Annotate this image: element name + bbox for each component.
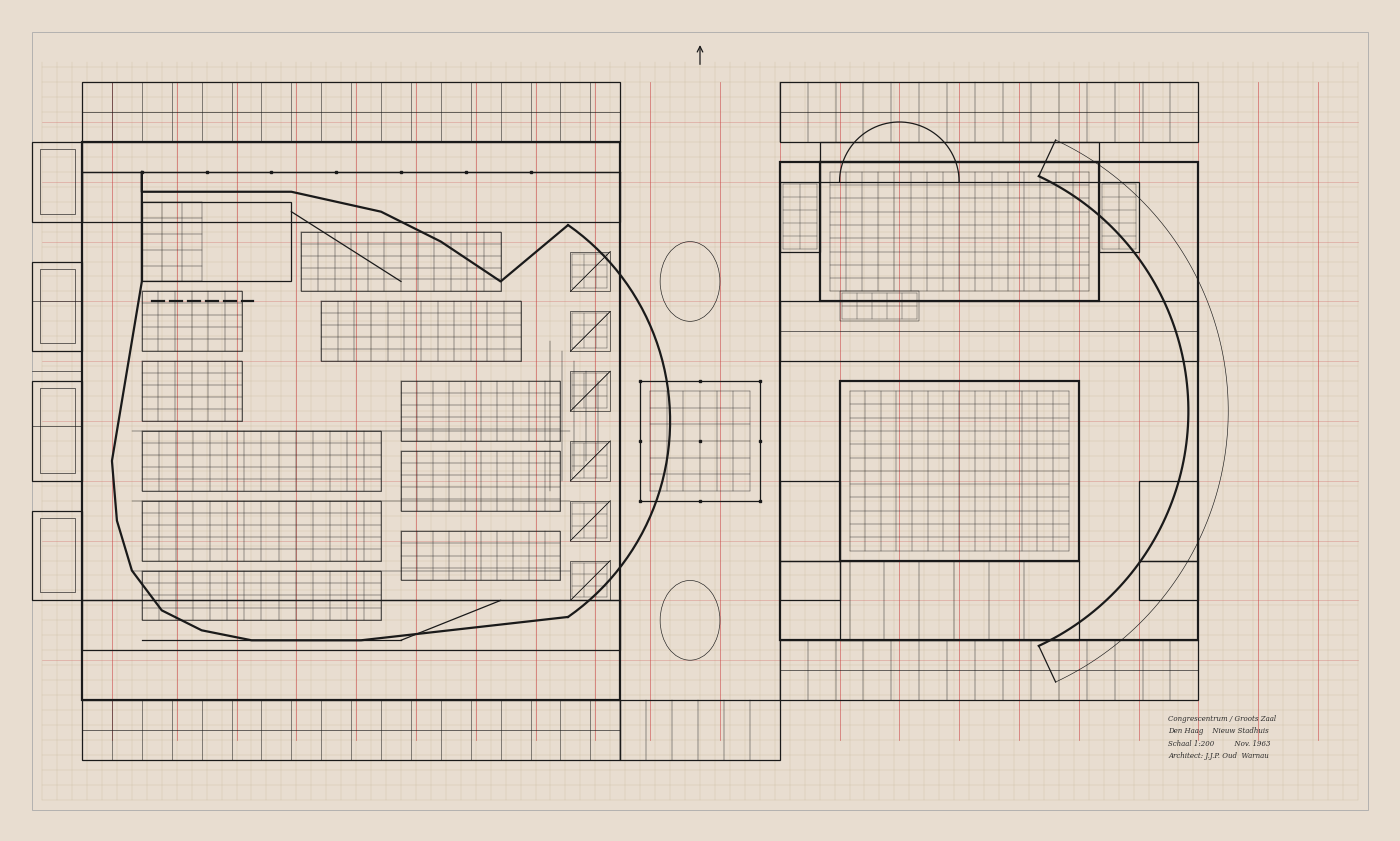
Bar xyxy=(141,292,242,352)
Bar xyxy=(570,441,610,481)
Bar xyxy=(570,371,610,411)
Bar xyxy=(83,142,620,700)
Bar xyxy=(83,82,620,142)
Bar xyxy=(83,700,620,760)
Bar xyxy=(570,500,610,541)
Bar xyxy=(1138,481,1198,561)
Bar xyxy=(840,561,1079,640)
Bar xyxy=(780,640,1198,700)
Bar xyxy=(141,202,291,282)
Bar xyxy=(41,518,76,592)
Bar xyxy=(620,700,780,760)
Text: Congrescentrum / Groots Zaal
Den Haag    Nieuw Stadhuis
Schaal 1:200         Nov: Congrescentrum / Groots Zaal Den Haag Ni… xyxy=(1169,716,1277,760)
Bar xyxy=(321,301,521,361)
Bar xyxy=(640,381,760,500)
Bar xyxy=(41,149,76,214)
Bar xyxy=(400,381,560,441)
Bar xyxy=(301,231,501,292)
Bar xyxy=(780,301,1198,361)
Bar xyxy=(780,82,1198,142)
Bar xyxy=(83,172,620,222)
Bar xyxy=(400,451,560,510)
Bar xyxy=(780,481,840,561)
Bar xyxy=(32,510,83,600)
Bar xyxy=(141,500,381,561)
Bar xyxy=(570,311,610,352)
Bar xyxy=(780,561,840,600)
Bar xyxy=(819,161,1099,301)
Bar xyxy=(141,361,242,421)
Bar xyxy=(41,388,76,473)
Bar xyxy=(141,570,381,621)
Bar xyxy=(840,381,1079,561)
Bar xyxy=(1138,561,1198,600)
Bar xyxy=(570,251,610,292)
Bar xyxy=(1099,182,1138,251)
Bar xyxy=(32,381,83,481)
Bar xyxy=(32,262,83,352)
Bar xyxy=(83,600,620,650)
Bar xyxy=(41,268,76,343)
Bar xyxy=(819,142,1099,182)
Bar xyxy=(141,431,381,491)
Bar xyxy=(840,292,920,321)
Bar xyxy=(400,531,560,580)
Bar xyxy=(32,142,83,222)
Bar xyxy=(780,161,1198,640)
Bar xyxy=(780,182,819,251)
Bar xyxy=(570,561,610,600)
